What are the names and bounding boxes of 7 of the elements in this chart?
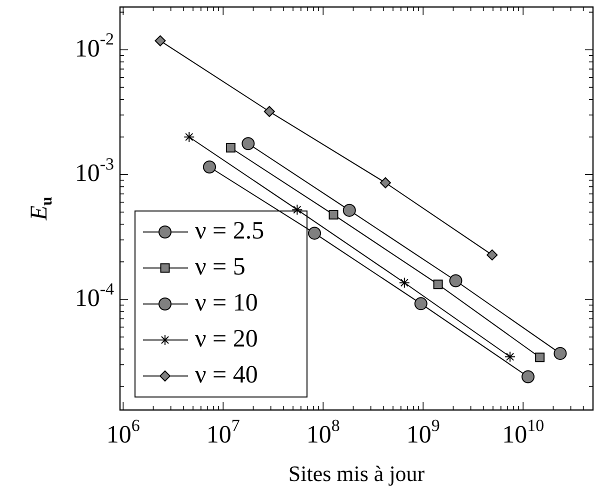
legend-label: ν = 5 (195, 254, 246, 281)
legend-label: ν = 40 (195, 362, 258, 389)
y-axis-title: Eu (26, 196, 56, 222)
legend-label: ν = 20 (195, 326, 258, 353)
legend-label: ν = 2.5 (195, 218, 264, 245)
x-axis-title: Sites mis à jour (288, 460, 426, 486)
legend-label: ν = 10 (195, 290, 258, 317)
